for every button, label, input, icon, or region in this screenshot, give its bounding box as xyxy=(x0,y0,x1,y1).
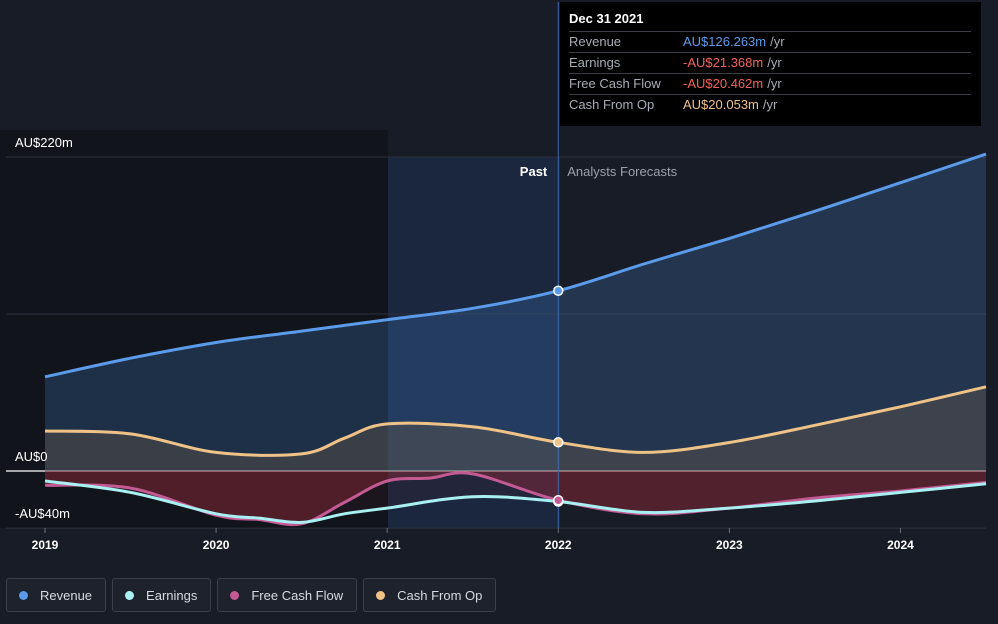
cash-from-op-area xyxy=(45,386,986,471)
free-cash-flow-area xyxy=(45,471,986,525)
tooltip-row: Free Cash Flow -AU$20.462m/yr xyxy=(569,73,971,94)
series-lines xyxy=(44,152,987,527)
y-tick-label: -AU$40m xyxy=(15,506,70,521)
legend-dot-icon xyxy=(230,590,240,600)
chart-legend: Revenue Earnings Free Cash Flow Cash From O… xyxy=(6,578,497,612)
tooltip-unit: /yr xyxy=(770,34,785,49)
tooltip-series-name: Revenue xyxy=(569,34,622,49)
forecast-zone-label: Analysts Forecasts xyxy=(567,164,677,179)
data-tooltip: Dec 31 2021 Revenue AU$126.263m/yr Earning… xyxy=(560,2,981,126)
tooltip-unit: /yr xyxy=(762,97,778,112)
selection-band xyxy=(388,157,560,528)
cash-from-op-line xyxy=(44,385,987,457)
x-tick-label: 2021 xyxy=(374,538,401,552)
tooltip-row: Earnings -AU$21.368m/yr xyxy=(569,52,971,73)
x-tick-label: 2024 xyxy=(887,538,914,552)
legend-label: Revenue xyxy=(40,587,93,603)
legend-item-cash-from-op[interactable]: Cash From Op xyxy=(363,578,497,612)
legend-item-revenue[interactable]: Revenue xyxy=(6,578,107,612)
tooltip-row: Revenue AU$126.263m/yr xyxy=(569,31,971,52)
legend-dot-icon xyxy=(19,590,28,600)
x-tick-label: 2019 xyxy=(32,538,59,552)
x-tick-label: 2020 xyxy=(203,538,230,552)
tooltip-series-value: AU$20.053m xyxy=(683,97,759,112)
cash-from-op-marker xyxy=(553,437,564,448)
y-tick-label: AU$0 xyxy=(15,449,48,464)
x-axis-labels: 2019 2020 2021 2022 2023 2024 xyxy=(32,528,914,552)
past-zone-label: Past xyxy=(520,164,548,179)
revenue-marker xyxy=(553,285,564,296)
earnings-line xyxy=(44,479,987,524)
tooltip-unit: /yr xyxy=(767,76,782,91)
tooltip-series-value: -AU$21.368m xyxy=(683,55,764,70)
x-tick-label: 2023 xyxy=(716,538,743,552)
tooltip-rows: Revenue AU$126.263m/yr Earnings -AU$21.368m… xyxy=(569,31,971,115)
revenue-line xyxy=(44,152,987,379)
highlight-markers xyxy=(553,285,564,507)
tooltip-row: Cash From Op AU$20.053m/yr xyxy=(569,94,971,115)
x-tick-label: 2022 xyxy=(545,538,572,552)
legend-label: Earnings xyxy=(146,587,198,603)
free-cash-flow-line xyxy=(44,471,987,527)
tooltip-series-name: Earnings xyxy=(569,55,621,70)
tooltip-date: Dec 31 2021 xyxy=(569,11,644,26)
tooltip-series-value: AU$126.263m xyxy=(683,34,767,49)
legend-dot-icon xyxy=(376,590,386,600)
tooltip-series-name: Cash From Op xyxy=(569,97,655,112)
legend-label: Cash From Op xyxy=(397,587,483,603)
gridlines xyxy=(6,156,986,529)
legend-dot-icon xyxy=(125,590,135,600)
tooltip-unit: /yr xyxy=(767,55,782,70)
legend-label: Free Cash Flow xyxy=(251,587,344,603)
y-axis-labels: AU$220m AU$0 -AU$40m xyxy=(15,135,73,521)
free-cash-flow-marker xyxy=(553,495,564,506)
revenue-area xyxy=(45,154,986,471)
legend-item-free-cash-flow[interactable]: Free Cash Flow xyxy=(217,578,358,612)
y-tick-label: AU$220m xyxy=(15,135,73,150)
tooltip-series-name: Free Cash Flow xyxy=(569,76,661,91)
tooltip-series-value: -AU$20.462m xyxy=(683,76,764,91)
legend-item-earnings[interactable]: Earnings xyxy=(112,578,212,612)
